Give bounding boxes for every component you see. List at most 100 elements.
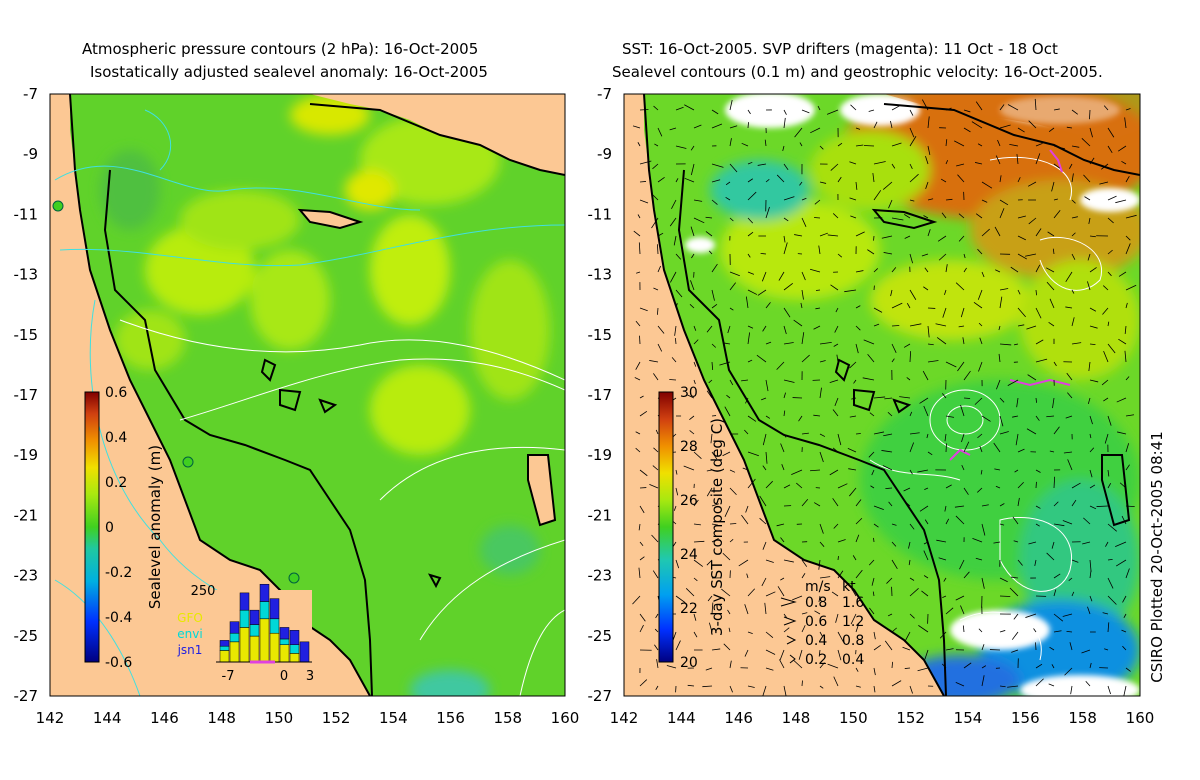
velocity-arrow <box>850 613 857 625</box>
velocity-arrow <box>1013 613 1019 620</box>
velocity-arrow <box>747 289 758 295</box>
velocity-arrow <box>909 469 913 475</box>
velocity-arrow <box>747 415 757 422</box>
velocity-arrow <box>819 576 831 579</box>
velocity-arrow <box>742 467 749 471</box>
velocity-arrow <box>757 163 767 166</box>
velocity-arrow <box>999 296 1003 309</box>
right-sealevel-contours <box>869 156 1103 661</box>
inset-bar-segment <box>269 598 280 620</box>
velocity-arrow <box>762 433 767 446</box>
velocity-arrow <box>675 253 682 260</box>
velocity-arrow <box>711 303 718 309</box>
velocity-arrow <box>1017 559 1023 566</box>
velocity-arrow <box>819 232 829 237</box>
velocity-arrow <box>675 178 679 183</box>
velocity-arrow <box>1053 476 1056 489</box>
velocity-arrow <box>671 199 677 210</box>
velocity-arrow <box>962 625 965 633</box>
velocity-arrow <box>886 577 893 584</box>
velocity-arrow <box>683 465 695 471</box>
velocity-arrow <box>783 392 786 399</box>
right-title-line1: SST: 16-Oct-2005. SVP drifters (magenta)… <box>622 40 1058 58</box>
inset-bar-segment <box>219 645 230 651</box>
velocity-arrow <box>1101 163 1109 170</box>
velocity-arrow <box>927 343 934 346</box>
velocity-arrow <box>765 559 774 563</box>
velocity-arrow <box>999 175 1002 183</box>
velocity-arrow <box>832 498 839 507</box>
velocity-arrow <box>1053 108 1060 111</box>
velocity-arrow <box>902 646 911 651</box>
velocity-arrow <box>801 271 806 281</box>
velocity-arrow <box>818 559 821 570</box>
right-lon-label: 152 <box>896 709 925 727</box>
velocity-arrow <box>818 245 821 255</box>
velocity-arrow <box>904 667 911 669</box>
left-colorbar-tick: -0.6 <box>105 655 132 671</box>
velocity-arrow <box>923 541 929 545</box>
velocity-arrow <box>891 163 896 169</box>
velocity-arrow <box>855 325 861 331</box>
velocity-arrow <box>891 217 904 221</box>
velocity-arrow <box>937 235 947 242</box>
velocity-arrow <box>963 487 969 495</box>
velocity-arrow <box>945 139 948 147</box>
inset-bar-segment <box>299 641 310 663</box>
velocity-arrow <box>707 595 713 602</box>
velocity-arrow <box>941 663 947 669</box>
velocity-arrow <box>993 541 1001 544</box>
velocity-arrow <box>639 556 645 561</box>
inset-bar-segment <box>289 653 300 663</box>
velocity-arrow <box>759 495 767 507</box>
velocity-arrow <box>711 123 723 129</box>
velocity-arrow <box>855 499 862 507</box>
velocity-arrow <box>729 163 738 173</box>
velocity-arrow <box>855 343 859 354</box>
velocity-arrow <box>981 644 985 651</box>
velocity-arrow <box>1062 520 1073 525</box>
velocity-arrow <box>810 469 821 472</box>
velocity-arrow <box>639 410 648 417</box>
velocity-arrow <box>1017 324 1025 327</box>
velocity-arrow <box>869 607 875 615</box>
inset-bar-segment <box>289 644 300 654</box>
velocity-arrow <box>977 433 983 439</box>
left-colorbar-label: Sealevel anomaly (m) <box>146 445 164 609</box>
velocity-arrow <box>675 559 680 569</box>
velocity-arrow <box>1089 662 1092 669</box>
inset-bar-segment <box>239 627 250 663</box>
velocity-arrow <box>917 667 929 672</box>
velocity-arrow <box>711 343 717 348</box>
left-lon-label: 156 <box>436 709 465 727</box>
velocity-arrow <box>1051 181 1055 192</box>
velocity-arrow <box>639 160 652 165</box>
velocity-arrow <box>637 214 641 219</box>
velocity-arrow <box>747 161 753 165</box>
velocity-arrow <box>783 379 795 383</box>
velocity-arrow <box>1035 228 1042 237</box>
velocity-arrow <box>927 198 934 201</box>
velocity-arrow <box>635 361 641 370</box>
velocity-arrow <box>705 216 713 219</box>
velocity-arrow <box>1125 284 1137 291</box>
velocity-arrow <box>794 127 803 138</box>
right-map-frame <box>623 93 1141 697</box>
velocity-arrow <box>863 145 875 147</box>
velocity-arrow <box>633 230 641 237</box>
velocity-arrow <box>919 505 929 512</box>
velocity-arrow <box>652 570 659 579</box>
velocity-arrow <box>853 379 857 384</box>
inset-bar-segment <box>249 635 260 663</box>
velocity-arrow <box>921 99 929 111</box>
velocity-arrow <box>871 469 875 476</box>
velocity-arrow <box>729 138 732 147</box>
velocity-arrow <box>1071 109 1078 115</box>
velocity-arrow <box>639 505 645 514</box>
velocity-arrow <box>872 172 875 183</box>
velocity-arrow <box>909 199 915 202</box>
velocity-arrow <box>693 577 698 582</box>
velocity-arrow <box>1089 570 1092 579</box>
velocity-arrow <box>1089 267 1097 273</box>
velocity-arrow <box>873 121 878 129</box>
